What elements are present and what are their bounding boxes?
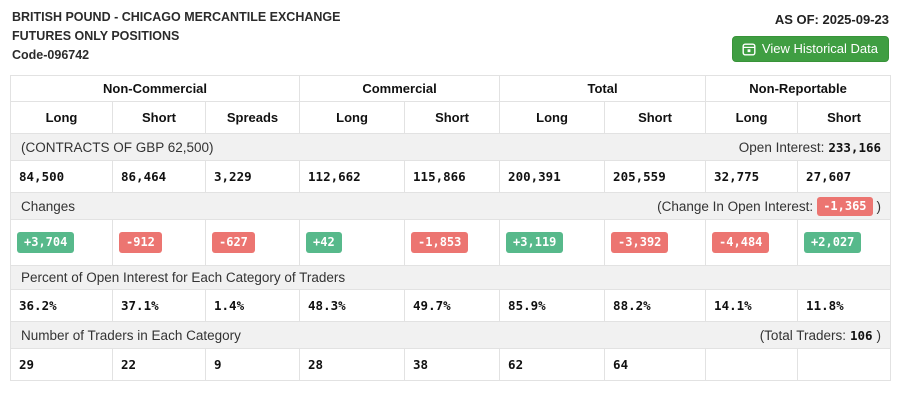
change-total-short: -3,392 [604, 219, 707, 266]
as-of-date: AS OF: 2025-09-23 [774, 12, 889, 27]
percent-total-short: 88.2% [604, 289, 707, 322]
report-title-line2: FUTURES ONLY POSITIONS [12, 29, 180, 43]
positions-nonrep-short: 27,607 [797, 160, 892, 193]
contracts-label-row: (CONTRACTS OF GBP 62,500) Open Interest:… [9, 133, 892, 161]
positions-total-short: 205,559 [604, 160, 707, 193]
change-nonrep-long: -4,484 [705, 219, 799, 266]
change-badge: +42 [306, 232, 342, 253]
view-historical-data-button[interactable]: View Historical Data [731, 36, 889, 62]
group-header-total: Total [499, 75, 707, 102]
traders-noncomm-long: 29 [10, 348, 113, 381]
traders-total-long: 62 [499, 348, 606, 381]
open-interest-label: Open Interest: [738, 139, 825, 155]
group-header-row: Non-Commercial Commercial Total Non-Repo… [9, 75, 892, 102]
change-noncomm-short: -912 [112, 219, 206, 266]
contracts-of-label: (CONTRACTS OF GBP 62,500) [21, 139, 214, 155]
open-interest-value: 233,166 [828, 139, 882, 155]
positions-comm-long: 112,662 [299, 160, 406, 193]
change-badge: -1,853 [411, 232, 469, 253]
change-in-open-interest: (Change In Open Interest: -1,365 ) [657, 196, 882, 216]
total-traders-suffix: ) [876, 327, 882, 343]
percent-label: Percent of Open Interest for Each Catego… [21, 270, 346, 285]
report-code: Code-096742 [12, 48, 90, 62]
percent-noncomm-spreads: 1.4% [204, 289, 301, 322]
col-header-noncomm-short: Short [112, 101, 206, 134]
percent-label-row: Percent of Open Interest for Each Catego… [9, 265, 892, 290]
report-title-block: BRITISH POUND - CHICAGO MERCANTILE EXCHA… [12, 8, 340, 65]
col-header-total-short: Short [604, 101, 707, 134]
change-badge: +3,119 [506, 232, 564, 253]
view-historical-data-label: View Historical Data [761, 41, 878, 56]
percent-noncomm-long: 36.2% [10, 289, 113, 322]
positions-nonrep-long: 32,775 [705, 160, 799, 193]
traders-nonrep-long [705, 348, 799, 381]
traders-label: Number of Traders in Each Category [21, 327, 241, 343]
positions-row: 84,500 86,464 3,229 112,662 115,866 200,… [10, 160, 892, 193]
changes-row: +3,704 -912 -627 +42 -1,853 +3,119 -3,39… [10, 219, 892, 266]
page-header: BRITISH POUND - CHICAGO MERCANTILE EXCHA… [0, 0, 900, 69]
positions-noncomm-short: 86,464 [112, 160, 206, 193]
change-badge: +2,027 [804, 232, 862, 253]
col-header-noncomm-spreads: Spreads [204, 101, 301, 134]
percent-nonrep-long: 14.1% [705, 289, 799, 322]
change-oi-prefix: (Change In Open Interest: [657, 198, 814, 214]
positions-noncomm-spreads: 3,229 [204, 160, 301, 193]
percent-noncomm-short: 37.1% [112, 289, 206, 322]
total-traders-prefix: (Total Traders: [759, 327, 846, 343]
group-header-non-reportable: Non-Reportable [705, 75, 892, 102]
positions-total-long: 200,391 [499, 160, 606, 193]
traders-comm-short: 38 [404, 348, 501, 381]
col-header-nonrep-long: Long [705, 101, 799, 134]
change-badge: -627 [212, 232, 255, 253]
change-comm-long: +42 [299, 219, 406, 266]
change-oi-suffix: ) [876, 198, 882, 214]
calendar-icon [742, 42, 756, 56]
change-badge: +3,704 [17, 232, 75, 253]
total-traders-value: 106 [849, 327, 873, 343]
group-header-non-commercial: Non-Commercial [9, 75, 301, 102]
positions-comm-short: 115,866 [404, 160, 501, 193]
change-nonrep-short: +2,027 [797, 219, 892, 266]
col-header-comm-long: Long [299, 101, 406, 134]
percent-comm-long: 48.3% [299, 289, 406, 322]
percent-total-long: 85.9% [499, 289, 606, 322]
percent-nonrep-short: 11.8% [797, 289, 892, 322]
col-header-total-long: Long [499, 101, 606, 134]
percent-comm-short: 49.7% [404, 289, 501, 322]
col-header-noncomm-long: Long [10, 101, 113, 134]
traders-label-row: Number of Traders in Each Category (Tota… [9, 321, 892, 349]
positions-noncomm-long: 84,500 [10, 160, 113, 193]
change-badge: -4,484 [712, 232, 770, 253]
traders-nonrep-short [797, 348, 892, 381]
change-total-long: +3,119 [499, 219, 606, 266]
change-oi-value-badge: -1,365 [817, 196, 873, 216]
group-header-commercial: Commercial [299, 75, 501, 102]
header-right-block: AS OF: 2025-09-23 View Historical Data [731, 8, 890, 65]
change-badge: -3,392 [611, 232, 669, 253]
col-header-comm-short: Short [404, 101, 501, 134]
change-badge: -912 [119, 232, 162, 253]
percent-row: 36.2% 37.1% 1.4% 48.3% 49.7% 85.9% 88.2%… [10, 289, 892, 322]
col-header-nonrep-short: Short [797, 101, 892, 134]
changes-label-row: Changes (Change In Open Interest: -1,365… [9, 192, 892, 220]
traders-comm-long: 28 [299, 348, 406, 381]
changes-label: Changes [21, 198, 76, 214]
traders-noncomm-short: 22 [112, 348, 206, 381]
traders-row: 29 22 9 28 38 62 64 [10, 348, 892, 381]
change-noncomm-long: +3,704 [10, 219, 113, 266]
change-noncomm-spreads: -627 [204, 219, 301, 266]
total-traders: (Total Traders: 106 ) [760, 328, 881, 343]
report-title-line1: BRITISH POUND - CHICAGO MERCANTILE EXCHA… [12, 10, 341, 24]
change-comm-short: -1,853 [404, 219, 501, 266]
open-interest-summary: Open Interest: 233,166 [739, 140, 881, 155]
traders-total-short: 64 [604, 348, 707, 381]
traders-noncomm-spreads: 9 [204, 348, 301, 381]
cot-report-table: Non-Commercial Commercial Total Non-Repo… [9, 75, 892, 381]
column-header-row: Long Short Spreads Long Short Long Short… [10, 101, 892, 134]
